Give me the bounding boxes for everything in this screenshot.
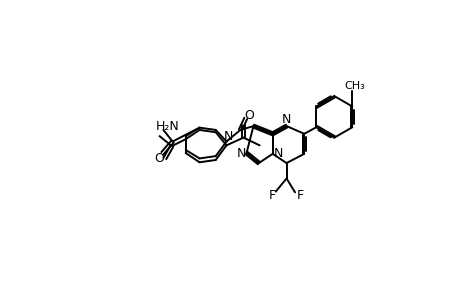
Text: H₂N: H₂N — [155, 120, 179, 133]
Text: N: N — [273, 147, 282, 160]
Text: O: O — [244, 109, 254, 122]
Text: F: F — [296, 189, 303, 202]
Text: N: N — [236, 146, 245, 160]
Text: N: N — [281, 113, 291, 126]
Text: O: O — [154, 152, 164, 165]
Text: F: F — [269, 189, 276, 202]
Text: N: N — [223, 130, 232, 143]
Text: CH₃: CH₃ — [343, 81, 364, 91]
